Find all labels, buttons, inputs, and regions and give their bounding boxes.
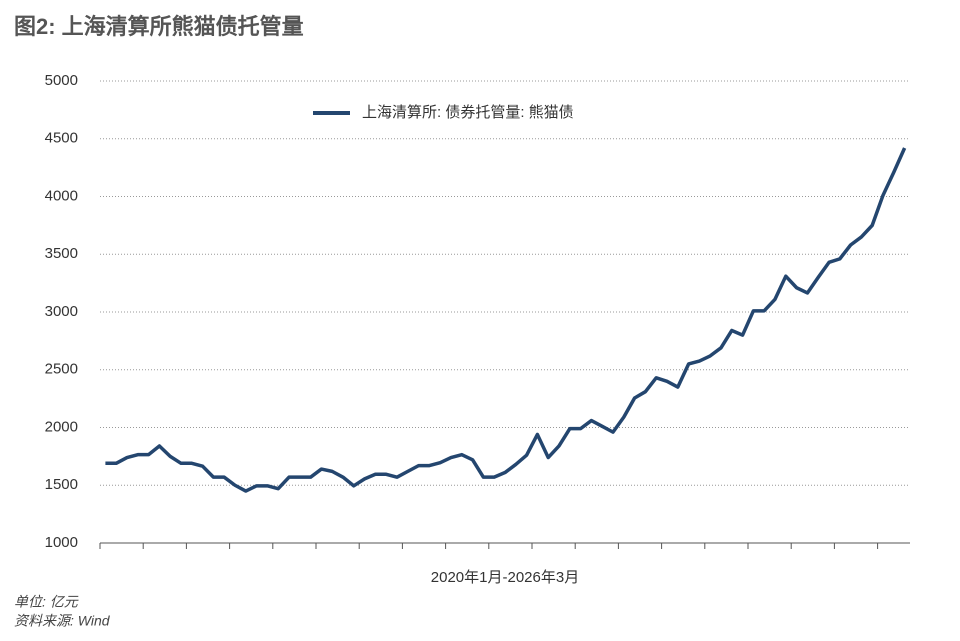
y-tick-label: 3000 (45, 303, 78, 320)
unit-note: 单位: 亿元 (14, 594, 79, 610)
y-tick-label: 2500 (45, 361, 78, 378)
y-tick-label: 4500 (45, 130, 78, 147)
y-tick-label: 1000 (45, 534, 78, 551)
y-tick-label: 4000 (45, 187, 78, 204)
y-tick-label: 1500 (45, 476, 78, 493)
y-tick-label: 2000 (45, 418, 78, 435)
y-tick-label: 3500 (45, 245, 78, 262)
y-tick-label: 5000 (45, 72, 78, 89)
data-line (105, 147, 907, 493)
source-note: 资料来源: Wind (14, 613, 111, 629)
legend-label: 上海清算所: 债券托管量: 熊猫债 (362, 103, 574, 121)
chart-title: 图2: 上海清算所熊猫债托管量 (14, 14, 304, 39)
x-axis-label: 2020年1月-2026年3月 (431, 569, 579, 586)
